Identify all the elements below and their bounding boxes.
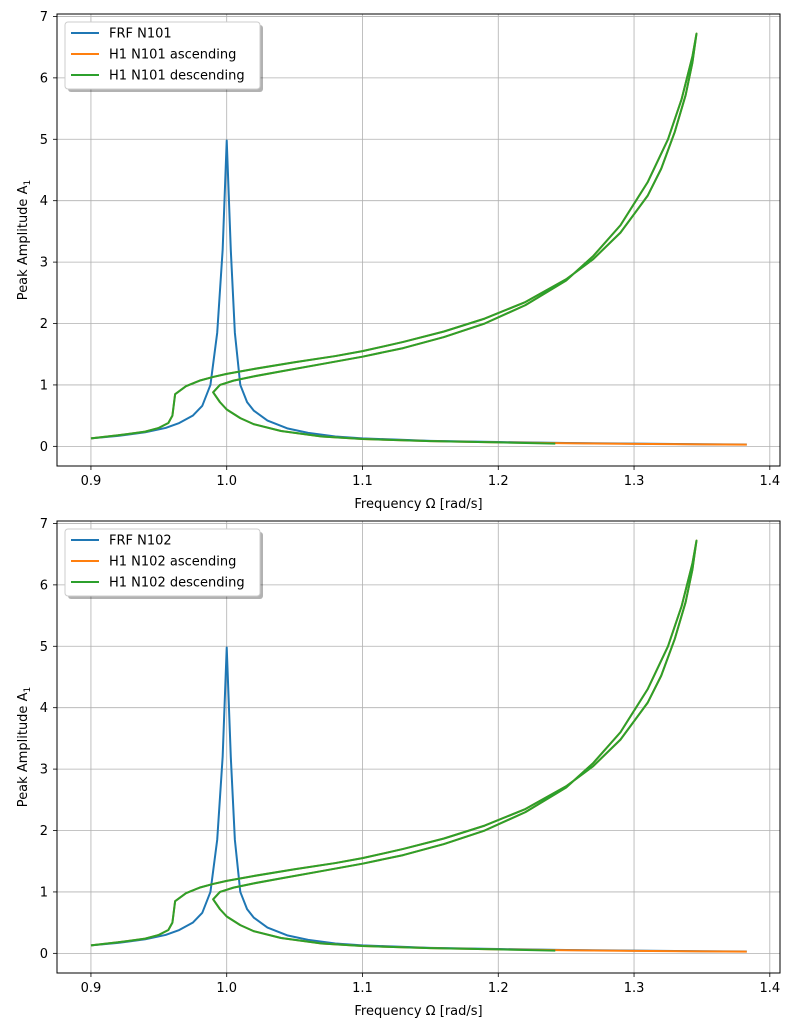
y-axis-label: Peak Amplitude A1 (16, 180, 33, 300)
y-tick-label: 3 (40, 763, 48, 778)
x-tick-label: 1.1 (352, 474, 373, 489)
legend-label-2: H1 N102 ascending (109, 555, 236, 570)
y-axis-label-text: Peak Amplitude A (16, 185, 31, 300)
y-axis-label-text: Peak Amplitude A (16, 692, 31, 807)
chart-panel-2: 0.9 1.0 1.1 1.2 1.3 1.4 0 1 2 3 4 5 6 7 Frequency Ω [r… (16, 517, 781, 1019)
x-tick-label: 1.4 (759, 981, 780, 996)
series-line-2 (90, 32, 747, 446)
y-tick-label: 6 (40, 578, 48, 593)
y-tick-label: 3 (40, 256, 48, 271)
x-tick-label: 0.9 (81, 474, 102, 489)
axes-frame (56, 520, 781, 974)
y-tick-label: 1 (40, 378, 48, 393)
series-line-1 (90, 139, 747, 446)
x-tick-label: 1.0 (216, 474, 237, 489)
legend (64, 21, 261, 90)
y-tick-label: 4 (40, 701, 48, 716)
x-tick-label: 1.2 (488, 474, 509, 489)
legend-label-3: H1 N102 descending (109, 576, 245, 591)
y-tick-label: 5 (40, 133, 48, 148)
y-tick-label: 5 (40, 640, 48, 655)
x-tick-label: 1.3 (624, 981, 645, 996)
x-tick-label: 1.2 (488, 981, 509, 996)
legend-label-2: H1 N101 ascending (109, 48, 236, 63)
x-tick-label: 1.4 (759, 474, 780, 489)
y-axis-label-subscript: 1 (23, 687, 33, 693)
legend-label-1: FRF N101 (109, 27, 172, 42)
y-tick-label: 7 (40, 10, 48, 25)
axes-frame (56, 13, 781, 467)
legend-label-3: H1 N101 descending (109, 69, 245, 84)
y-tick-label: 0 (40, 440, 48, 455)
x-tick-label: 1.0 (216, 981, 237, 996)
legend (64, 528, 261, 597)
series-line-3 (90, 539, 698, 952)
legend-label-1: FRF N102 (109, 534, 172, 549)
y-tick-label: 0 (40, 947, 48, 962)
x-tick-label: 0.9 (81, 981, 102, 996)
series-line-3 (90, 32, 698, 445)
series-line-2 (90, 539, 747, 953)
y-tick-label: 6 (40, 71, 48, 86)
y-tick-label: 2 (40, 317, 48, 332)
y-axis-label: Peak Amplitude A1 (16, 687, 33, 807)
chart-panel-1: 0.9 1.0 1.1 1.2 1.3 1.4 0 1 2 3 4 5 6 7 Frequency Ω [r… (16, 10, 781, 512)
y-axis-label-subscript: 1 (23, 180, 33, 186)
x-axis-label: Frequency Ω [rad/s] (354, 497, 482, 512)
x-axis-label: Frequency Ω [rad/s] (354, 1004, 482, 1019)
x-tick-label: 1.3 (624, 474, 645, 489)
x-tick-label: 1.1 (352, 981, 373, 996)
y-tick-label: 2 (40, 824, 48, 839)
y-tick-label: 1 (40, 885, 48, 900)
y-tick-label: 7 (40, 517, 48, 532)
series-line-1 (90, 646, 747, 953)
y-tick-label: 4 (40, 194, 48, 209)
